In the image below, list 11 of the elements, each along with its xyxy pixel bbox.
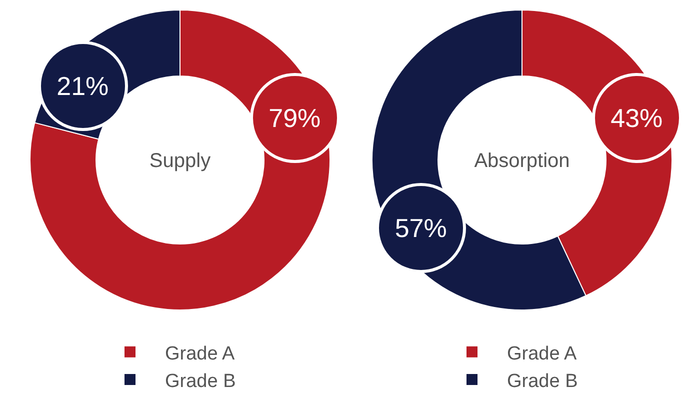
donut-slice <box>30 10 330 310</box>
text: Absorption <box>474 150 570 172</box>
data-label: 79% <box>268 102 321 134</box>
data-label: 21% <box>56 70 109 102</box>
legend-label: Grade B <box>507 370 578 392</box>
legend-label: Grade A <box>507 343 578 364</box>
text: Supply <box>149 150 211 172</box>
legend-label: Grade B <box>165 370 236 392</box>
data-label: 57% <box>394 212 447 244</box>
data-label: 43% <box>610 102 663 134</box>
legend-label: Grade A <box>165 343 236 364</box>
